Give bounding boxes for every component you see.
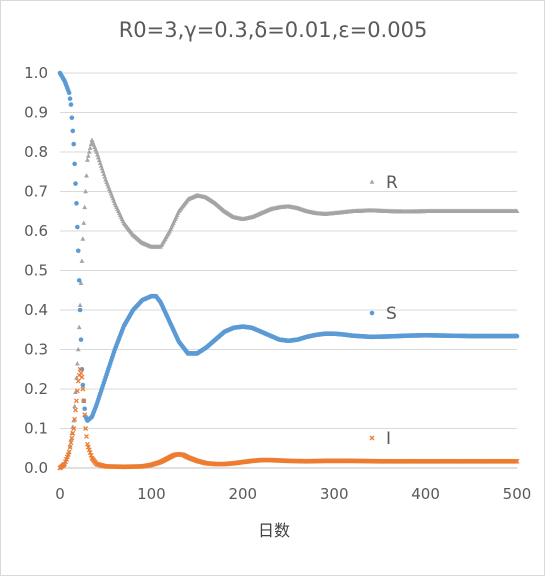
data-point <box>73 181 78 186</box>
data-point <box>79 374 85 380</box>
data-point <box>68 440 74 446</box>
x-tick-label: 100 <box>137 485 166 503</box>
data-point <box>69 115 75 121</box>
data-point <box>78 370 84 376</box>
legend-marker <box>369 435 375 441</box>
y-tick-label: 0.6 <box>24 222 48 240</box>
data-point <box>70 430 76 436</box>
data-point <box>73 407 78 413</box>
data-point <box>74 201 79 206</box>
data-point <box>67 445 73 450</box>
data-point <box>84 173 89 178</box>
y-tick-label: 0.2 <box>24 380 48 398</box>
data-point <box>514 208 520 214</box>
data-point <box>76 324 82 330</box>
data-point <box>80 382 86 388</box>
data-point <box>74 388 80 394</box>
legend-marker <box>369 179 375 184</box>
data-point <box>75 378 81 384</box>
x-axis-label: 日数 <box>258 521 290 540</box>
data-point <box>81 398 87 404</box>
legend: R S I <box>369 173 398 449</box>
data-point <box>68 102 74 107</box>
data-point <box>75 224 80 230</box>
data-point <box>69 435 75 441</box>
data-point <box>74 375 79 380</box>
x-tick-label: 500 <box>503 485 532 503</box>
y-tick-label: 0.1 <box>24 420 48 438</box>
series-layer <box>57 70 520 471</box>
data-point <box>77 307 83 313</box>
data-point <box>82 406 87 412</box>
data-point <box>80 236 86 241</box>
data-point <box>72 403 78 409</box>
data-point <box>80 386 86 392</box>
legend-label: S <box>386 304 397 324</box>
data-point <box>78 280 84 285</box>
y-tick-label: 1.0 <box>24 64 48 82</box>
y-tick-label: 0.7 <box>24 183 48 201</box>
legend-entry-R: R <box>369 173 398 193</box>
data-point <box>70 128 76 134</box>
y-tick-label: 0.3 <box>24 341 48 359</box>
data-point <box>67 96 73 101</box>
data-point <box>74 361 80 366</box>
data-point <box>84 433 89 439</box>
series-I <box>57 366 520 471</box>
data-point <box>71 141 77 147</box>
data-point <box>66 449 72 455</box>
y-tick-label: 0.0 <box>24 459 48 477</box>
data-point <box>83 188 88 194</box>
data-point <box>83 426 89 431</box>
legend-marker <box>369 310 375 316</box>
data-point <box>85 153 91 158</box>
data-point <box>75 346 81 352</box>
chart-title: R0=3,γ=0.3,δ=0.01,ε=0.005 <box>119 18 428 42</box>
legend-label: R <box>386 173 398 193</box>
x-tick-label: 200 <box>228 485 257 503</box>
data-point <box>77 302 83 308</box>
data-point <box>89 137 95 142</box>
x-tick-label: 0 <box>55 485 65 503</box>
data-point <box>79 258 85 263</box>
data-point <box>81 220 87 225</box>
data-point <box>73 398 79 404</box>
data-point <box>71 426 77 431</box>
x-tick-label: 400 <box>411 485 440 503</box>
data-point <box>85 157 90 162</box>
gridlines <box>60 72 517 469</box>
x-tick-label: 300 <box>320 485 349 503</box>
data-point <box>514 333 520 339</box>
data-point <box>77 366 83 372</box>
data-point <box>66 90 72 96</box>
data-point <box>514 458 520 464</box>
data-point <box>73 389 78 394</box>
data-point <box>82 412 88 418</box>
y-tick-label: 0.8 <box>24 143 48 161</box>
legend-entry-S: S <box>369 304 397 324</box>
data-point <box>76 278 82 283</box>
series-R <box>57 137 520 470</box>
legend-entry-I: I <box>369 429 391 449</box>
y-tick-label: 0.5 <box>24 262 48 280</box>
data-point <box>72 161 77 167</box>
data-point <box>82 204 88 210</box>
data-point <box>87 145 93 150</box>
data-point <box>78 337 84 342</box>
legend-label: I <box>386 429 391 449</box>
y-axis-ticks: 0.0 0.1 0.2 0.3 0.4 0.5 0.6 0.7 0.8 0.9 1.0 <box>24 64 48 477</box>
y-tick-label: 0.9 <box>24 104 48 122</box>
series-S <box>57 70 520 423</box>
data-point <box>86 149 92 154</box>
data-point <box>72 416 78 422</box>
x-axis-ticks: 0 100 200 300 400 500 <box>55 485 531 503</box>
data-point <box>75 248 81 254</box>
y-tick-label: 0.4 <box>24 301 48 319</box>
